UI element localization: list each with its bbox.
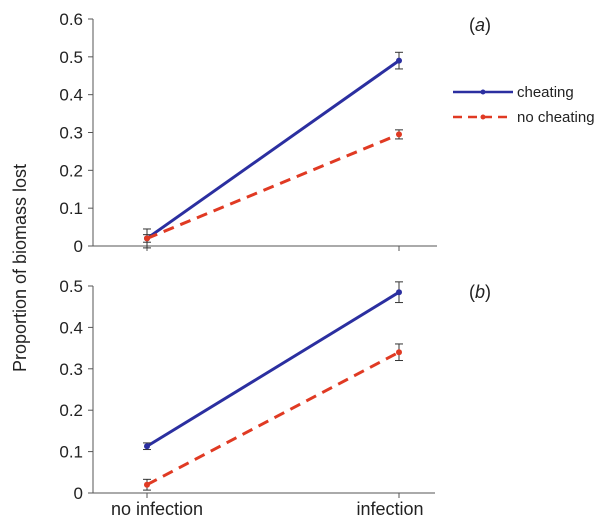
panel-letter-b: b — [475, 282, 485, 302]
data-point-no-cheating-panel-a-1 — [396, 131, 402, 138]
y-tick-label-panel-b-3: 0.3 — [59, 360, 83, 379]
series-line-no-cheating-panel-a — [146, 133, 400, 240]
x-category-label-1: no infection — [111, 499, 203, 519]
series-line-no-cheating-panel-b — [146, 350, 400, 487]
y-tick-label-panel-a-1: 0.1 — [59, 199, 83, 218]
data-point-no-cheating-panel-a-0 — [144, 235, 150, 242]
series-line-cheating-panel-b — [146, 290, 400, 448]
data-point-no-cheating-panel-b-0 — [144, 481, 150, 488]
panel-letter-a: a — [475, 15, 485, 35]
series-line-cheating-panel-a — [146, 59, 400, 240]
y-tick-label-panel-a-4: 0.4 — [59, 86, 83, 105]
y-tick-label-panel-a-2: 0.2 — [59, 161, 83, 180]
y-axis-label: Proportion of biomass lost — [10, 164, 30, 372]
legend-label-no-cheating: no cheating — [517, 109, 595, 126]
y-tick-label-panel-b-4: 0.4 — [59, 318, 83, 337]
panel-label-a: (a) — [469, 15, 491, 35]
y-tick-label-panel-b-5: 0.5 — [59, 277, 83, 296]
legend-marker-no-cheating — [480, 114, 486, 120]
axes-layer — [88, 18, 437, 498]
y-tick-label-panel-a-5: 0.5 — [59, 48, 83, 67]
y-tick-label-panel-a-6: 0.6 — [59, 10, 83, 29]
data-point-cheating-panel-b-1 — [396, 289, 402, 296]
y-tick-label-panel-b-2: 0.2 — [59, 401, 83, 420]
y-tick-label-panel-a-3: 0.3 — [59, 124, 83, 143]
labels-layer: Proportion of biomass lost no infection … — [10, 10, 491, 519]
legend-marker-cheating — [480, 89, 486, 95]
y-tick-label-panel-a-0: 0 — [74, 237, 83, 256]
y-tick-label-panel-b-0: 0 — [74, 484, 83, 503]
y-tick-label-panel-b-1: 0.1 — [59, 443, 83, 462]
data-point-no-cheating-panel-b-1 — [396, 349, 402, 356]
series-layer — [143, 51, 403, 491]
panel-label-b: (b) — [469, 282, 491, 302]
data-point-cheating-panel-a-1 — [396, 57, 402, 64]
data-point-cheating-panel-b-0 — [144, 443, 150, 450]
legend-label-cheating: cheating — [517, 84, 574, 101]
legend: cheating no cheating — [453, 84, 595, 126]
x-category-label-2: infection — [356, 499, 423, 519]
